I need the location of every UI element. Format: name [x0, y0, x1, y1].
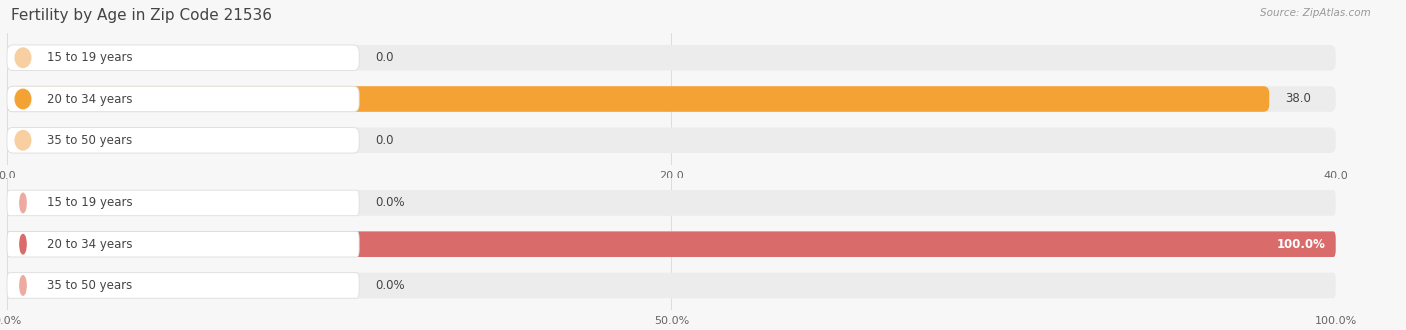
- Circle shape: [15, 48, 31, 67]
- Circle shape: [15, 89, 31, 109]
- Text: 20 to 34 years: 20 to 34 years: [46, 92, 132, 106]
- Text: 0.0%: 0.0%: [375, 196, 405, 210]
- Text: 15 to 19 years: 15 to 19 years: [46, 51, 132, 64]
- Text: Source: ZipAtlas.com: Source: ZipAtlas.com: [1260, 8, 1371, 18]
- FancyBboxPatch shape: [7, 190, 1336, 216]
- Circle shape: [20, 235, 27, 254]
- FancyBboxPatch shape: [7, 86, 1336, 112]
- FancyBboxPatch shape: [7, 127, 359, 153]
- Text: Fertility by Age in Zip Code 21536: Fertility by Age in Zip Code 21536: [11, 8, 273, 23]
- Text: 100.0%: 100.0%: [1277, 238, 1324, 251]
- FancyBboxPatch shape: [7, 86, 359, 112]
- FancyBboxPatch shape: [7, 190, 359, 216]
- Text: 38.0: 38.0: [1285, 92, 1310, 106]
- Text: 0.0: 0.0: [375, 51, 394, 64]
- Text: 35 to 50 years: 35 to 50 years: [46, 134, 132, 147]
- Text: 0.0%: 0.0%: [375, 279, 405, 292]
- Circle shape: [20, 276, 27, 295]
- Text: 35 to 50 years: 35 to 50 years: [46, 279, 132, 292]
- Circle shape: [20, 193, 27, 213]
- FancyBboxPatch shape: [7, 273, 1336, 298]
- Text: 15 to 19 years: 15 to 19 years: [46, 196, 132, 210]
- Circle shape: [15, 131, 31, 150]
- Text: 0.0: 0.0: [375, 134, 394, 147]
- FancyBboxPatch shape: [7, 231, 359, 257]
- FancyBboxPatch shape: [7, 273, 359, 298]
- FancyBboxPatch shape: [7, 45, 1336, 71]
- FancyBboxPatch shape: [7, 127, 1336, 153]
- Text: 20 to 34 years: 20 to 34 years: [46, 238, 132, 251]
- FancyBboxPatch shape: [7, 45, 359, 71]
- FancyBboxPatch shape: [7, 231, 1336, 257]
- FancyBboxPatch shape: [7, 231, 1336, 257]
- FancyBboxPatch shape: [7, 86, 1270, 112]
